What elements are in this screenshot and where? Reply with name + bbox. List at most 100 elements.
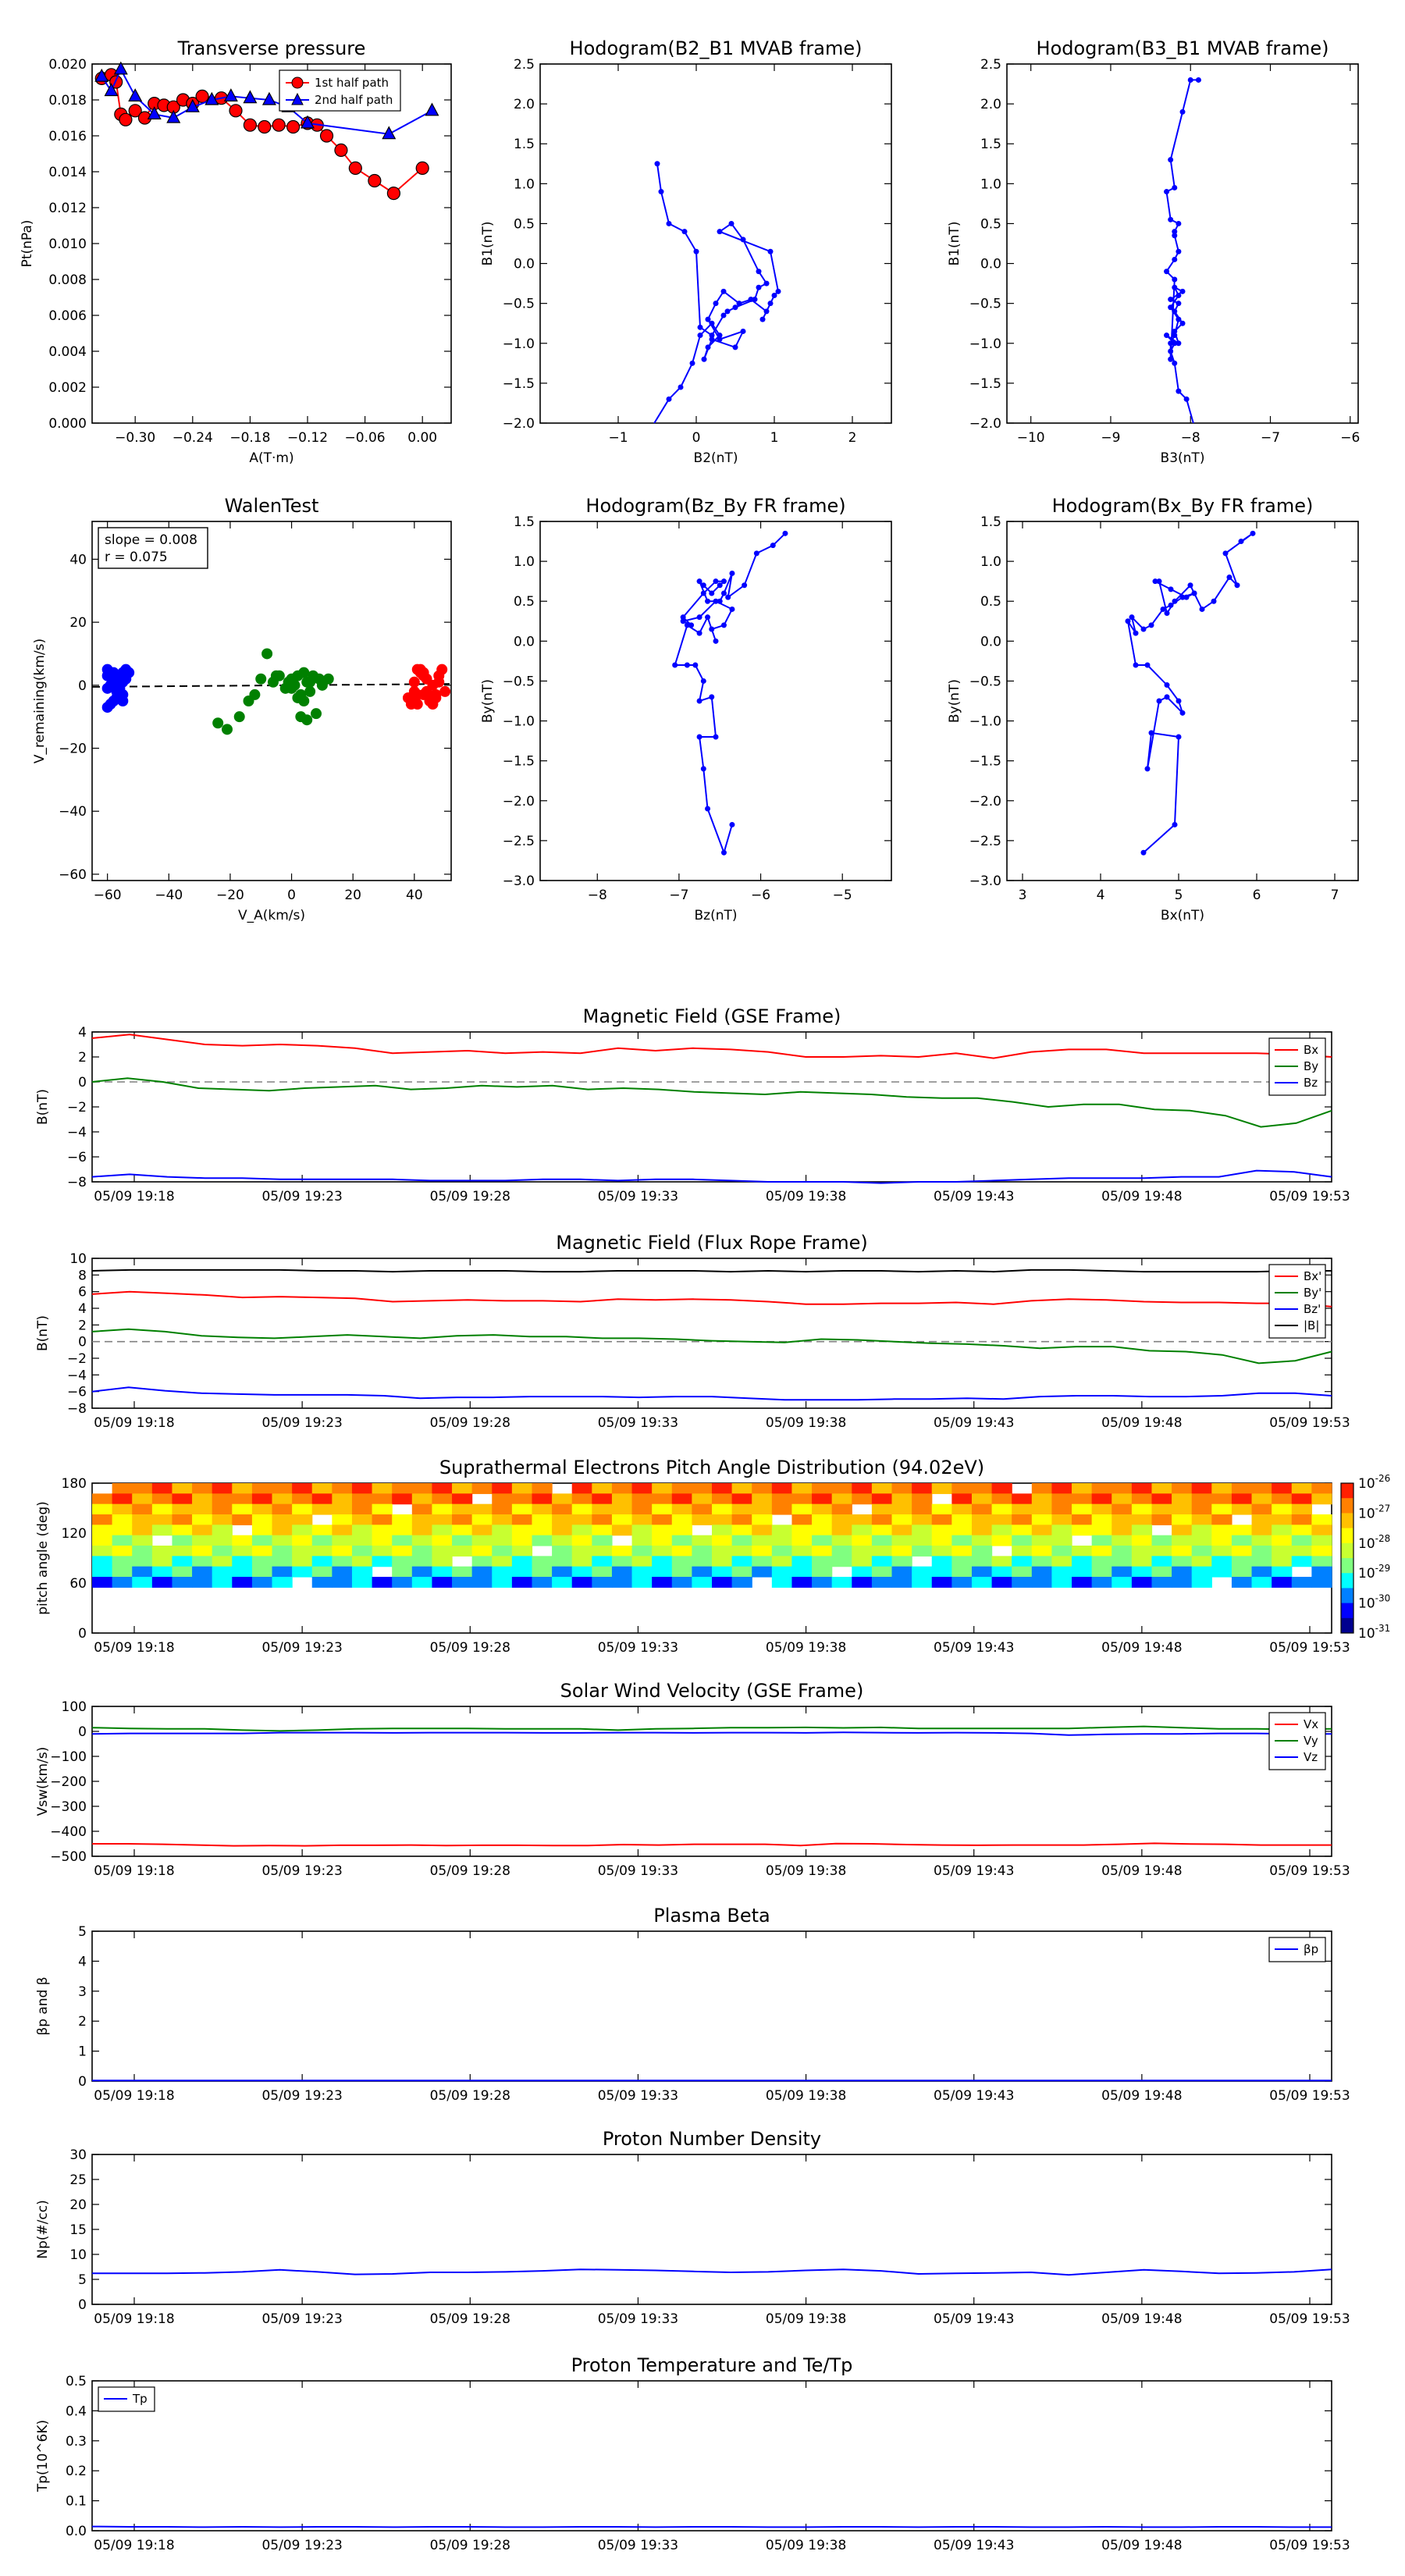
y-tick-label: 0.016: [48, 129, 87, 144]
hodogram-point: [771, 292, 777, 298]
hodogram-point: [696, 698, 702, 704]
heatmap-cell: [372, 1503, 393, 1515]
heatmap-cell: [92, 1514, 113, 1525]
time-tick-label: 05/09 19:53: [1269, 2538, 1350, 2553]
heatmap-cell: [212, 1566, 233, 1578]
heatmap-cell: [671, 1525, 692, 1536]
hodogram-point: [1226, 575, 1232, 581]
y-tick-label: −1.0: [969, 714, 1001, 730]
colorbar-segment: [1341, 1580, 1353, 1585]
heatmap-cell: [1172, 1483, 1193, 1494]
heatmap-cell: [452, 1546, 473, 1557]
y-tick-label: −4: [67, 1368, 87, 1383]
heatmap-cell: [532, 1525, 553, 1536]
y-tick-label: 10: [69, 1251, 87, 1267]
heatmap-cell: [251, 1503, 273, 1515]
heatmap-cell: [311, 1503, 333, 1515]
time-tick-label: 05/09 19:23: [261, 1415, 342, 1431]
heatmap-cell: [151, 1503, 173, 1515]
heatmap-cell: [912, 1566, 933, 1578]
heatmap-cell: [891, 1546, 912, 1557]
time-tick-label: 05/09 19:48: [1101, 2088, 1182, 2104]
annotation-box: [98, 527, 208, 569]
heatmap-cell: [1112, 1525, 1133, 1536]
y-tick-label: −200: [50, 1774, 87, 1790]
x-tick-label: −60: [94, 888, 122, 903]
heatmap-cell: [212, 1493, 233, 1505]
heatmap-cell: [891, 1483, 912, 1494]
chart-title: Suprathermal Electrons Pitch Angle Distr…: [439, 1457, 984, 1478]
heatmap-cell: [692, 1503, 713, 1515]
heatmap-cell: [671, 1546, 692, 1557]
hodogram-point: [720, 590, 727, 596]
colorbar-segment: [1341, 1521, 1353, 1525]
walen-point: [117, 696, 129, 706]
walen-point: [120, 664, 132, 675]
y-tick-label: −2.0: [503, 794, 535, 809]
hodogram-point: [1172, 340, 1178, 347]
heatmap-cell: [351, 1556, 373, 1567]
legend-label: Vz: [1304, 1750, 1318, 1764]
heatmap-cell: [411, 1546, 433, 1557]
heatmap-cell: [232, 1577, 253, 1588]
heatmap-cell: [471, 1514, 493, 1525]
y-tick-label: 6: [78, 1285, 87, 1300]
time-tick-label: 05/09 19:53: [1269, 1863, 1350, 1879]
heatmap-cell: [671, 1493, 692, 1505]
heatmap-cell: [1151, 1566, 1172, 1578]
heatmap-cell: [132, 1493, 153, 1505]
heatmap-cell: [771, 1556, 793, 1567]
series-|B|: [91, 1268, 1332, 1273]
heatmap-cell: [831, 1577, 852, 1588]
heatmap-cell: [332, 1525, 353, 1536]
hodogram-point: [1125, 618, 1131, 624]
hodogram-point: [717, 582, 723, 589]
heatmap-cell: [852, 1483, 873, 1494]
heatmap-cell: [611, 1566, 633, 1578]
heatmap-cell: [272, 1546, 293, 1557]
heatmap-cell: [731, 1483, 752, 1494]
x-axis-label: Bz(nT): [694, 908, 737, 923]
time-tick-label: 05/09 19:28: [430, 2088, 510, 2104]
hodogram-point: [701, 356, 707, 362]
heatmap-cell: [692, 1483, 713, 1494]
series-By: [91, 1077, 1332, 1128]
colorbar-frame: [1340, 1482, 1354, 1634]
walen-point: [430, 688, 442, 700]
y-tick-label: 25: [69, 2172, 87, 2188]
heatmap-cell: [831, 1493, 852, 1505]
heatmap-cell: [492, 1546, 513, 1557]
heatmap-cell: [1291, 1525, 1312, 1536]
heatmap-cell: [812, 1577, 833, 1588]
heatmap-cell: [1031, 1525, 1053, 1536]
heatmap-cell: [1272, 1514, 1293, 1525]
heatmap-cell: [432, 1535, 453, 1546]
heatmap-cell: [791, 1535, 813, 1546]
heatmap-cell: [712, 1546, 733, 1557]
heatmap-cell: [471, 1535, 493, 1546]
heatmap-cell: [432, 1546, 453, 1557]
heatmap-cell: [332, 1493, 353, 1505]
heatmap-cell: [232, 1566, 253, 1578]
hodogram-point: [696, 578, 702, 585]
heatmap-cell: [1272, 1503, 1293, 1515]
heatmap-cell: [272, 1525, 293, 1536]
heatmap-cell: [812, 1566, 833, 1578]
heatmap-cell: [712, 1577, 733, 1588]
heatmap-cell: [392, 1493, 413, 1505]
heatmap-cell: [1012, 1546, 1033, 1557]
heatmap-cell: [452, 1525, 473, 1536]
walen-point: [411, 699, 423, 710]
colorbar-segment: [1341, 1558, 1353, 1563]
x-tick-label: 0: [692, 430, 701, 446]
y-tick-label: −8: [67, 1175, 87, 1190]
chart-title: Proton Temperature and Te/Tp: [571, 2354, 853, 2376]
heatmap-cell: [891, 1493, 912, 1505]
hodogram-point: [763, 308, 770, 315]
heatmap-cell: [372, 1535, 393, 1546]
legend-label: Bx: [1304, 1043, 1318, 1057]
x-tick-label: 0: [287, 888, 296, 903]
heatmap-cell: [1091, 1546, 1112, 1557]
y-tick-label: −2: [67, 1351, 87, 1367]
colorbar-exp: -28: [1375, 1533, 1391, 1544]
